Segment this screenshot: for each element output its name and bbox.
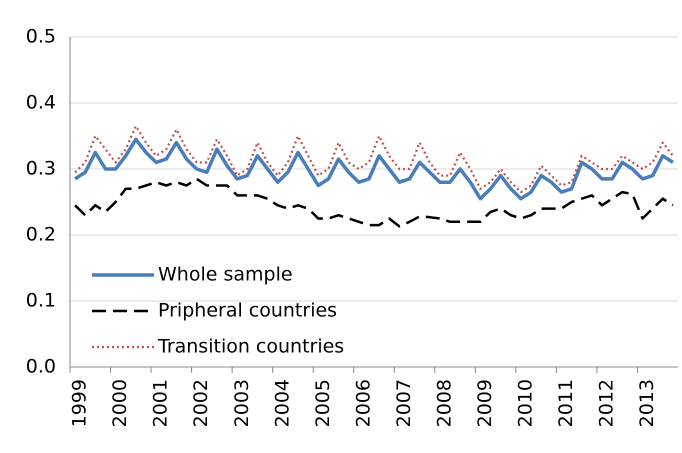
- series-line: [74, 177, 674, 228]
- x-tick-label: 2004: [271, 379, 293, 427]
- x-tick-label: 2001: [150, 379, 172, 427]
- y-tick-label: 0.0: [26, 356, 56, 378]
- legend-label: Transition countries: [157, 336, 344, 358]
- x-tick-label: 2013: [636, 379, 658, 427]
- x-tick-label: 2007: [393, 379, 415, 427]
- y-tick-label: 0.5: [26, 26, 56, 48]
- y-tick-label: 0.1: [26, 290, 56, 312]
- x-tick-label: 2002: [190, 379, 212, 427]
- x-tick-label: 2010: [515, 379, 537, 427]
- legend-label: Whole sample: [158, 264, 293, 286]
- x-tick-label: 2012: [596, 379, 618, 427]
- x-tick-label: 2009: [474, 379, 496, 427]
- y-tick-label: 0.3: [26, 158, 56, 180]
- series-line: [74, 137, 674, 201]
- legend-label: Pripheral countries: [158, 300, 337, 322]
- x-tick-label: 1999: [69, 379, 91, 427]
- x-tick-label: 2011: [555, 379, 577, 427]
- y-tick-label: 0.2: [26, 224, 56, 246]
- x-tick-label: 2003: [231, 379, 253, 427]
- x-tick-label: 2005: [312, 379, 334, 427]
- x-tick-label: 2000: [109, 379, 131, 427]
- y-tick-label: 0.4: [26, 92, 56, 114]
- x-tick-label: 2008: [433, 379, 455, 427]
- x-tick-label: 2006: [352, 379, 374, 427]
